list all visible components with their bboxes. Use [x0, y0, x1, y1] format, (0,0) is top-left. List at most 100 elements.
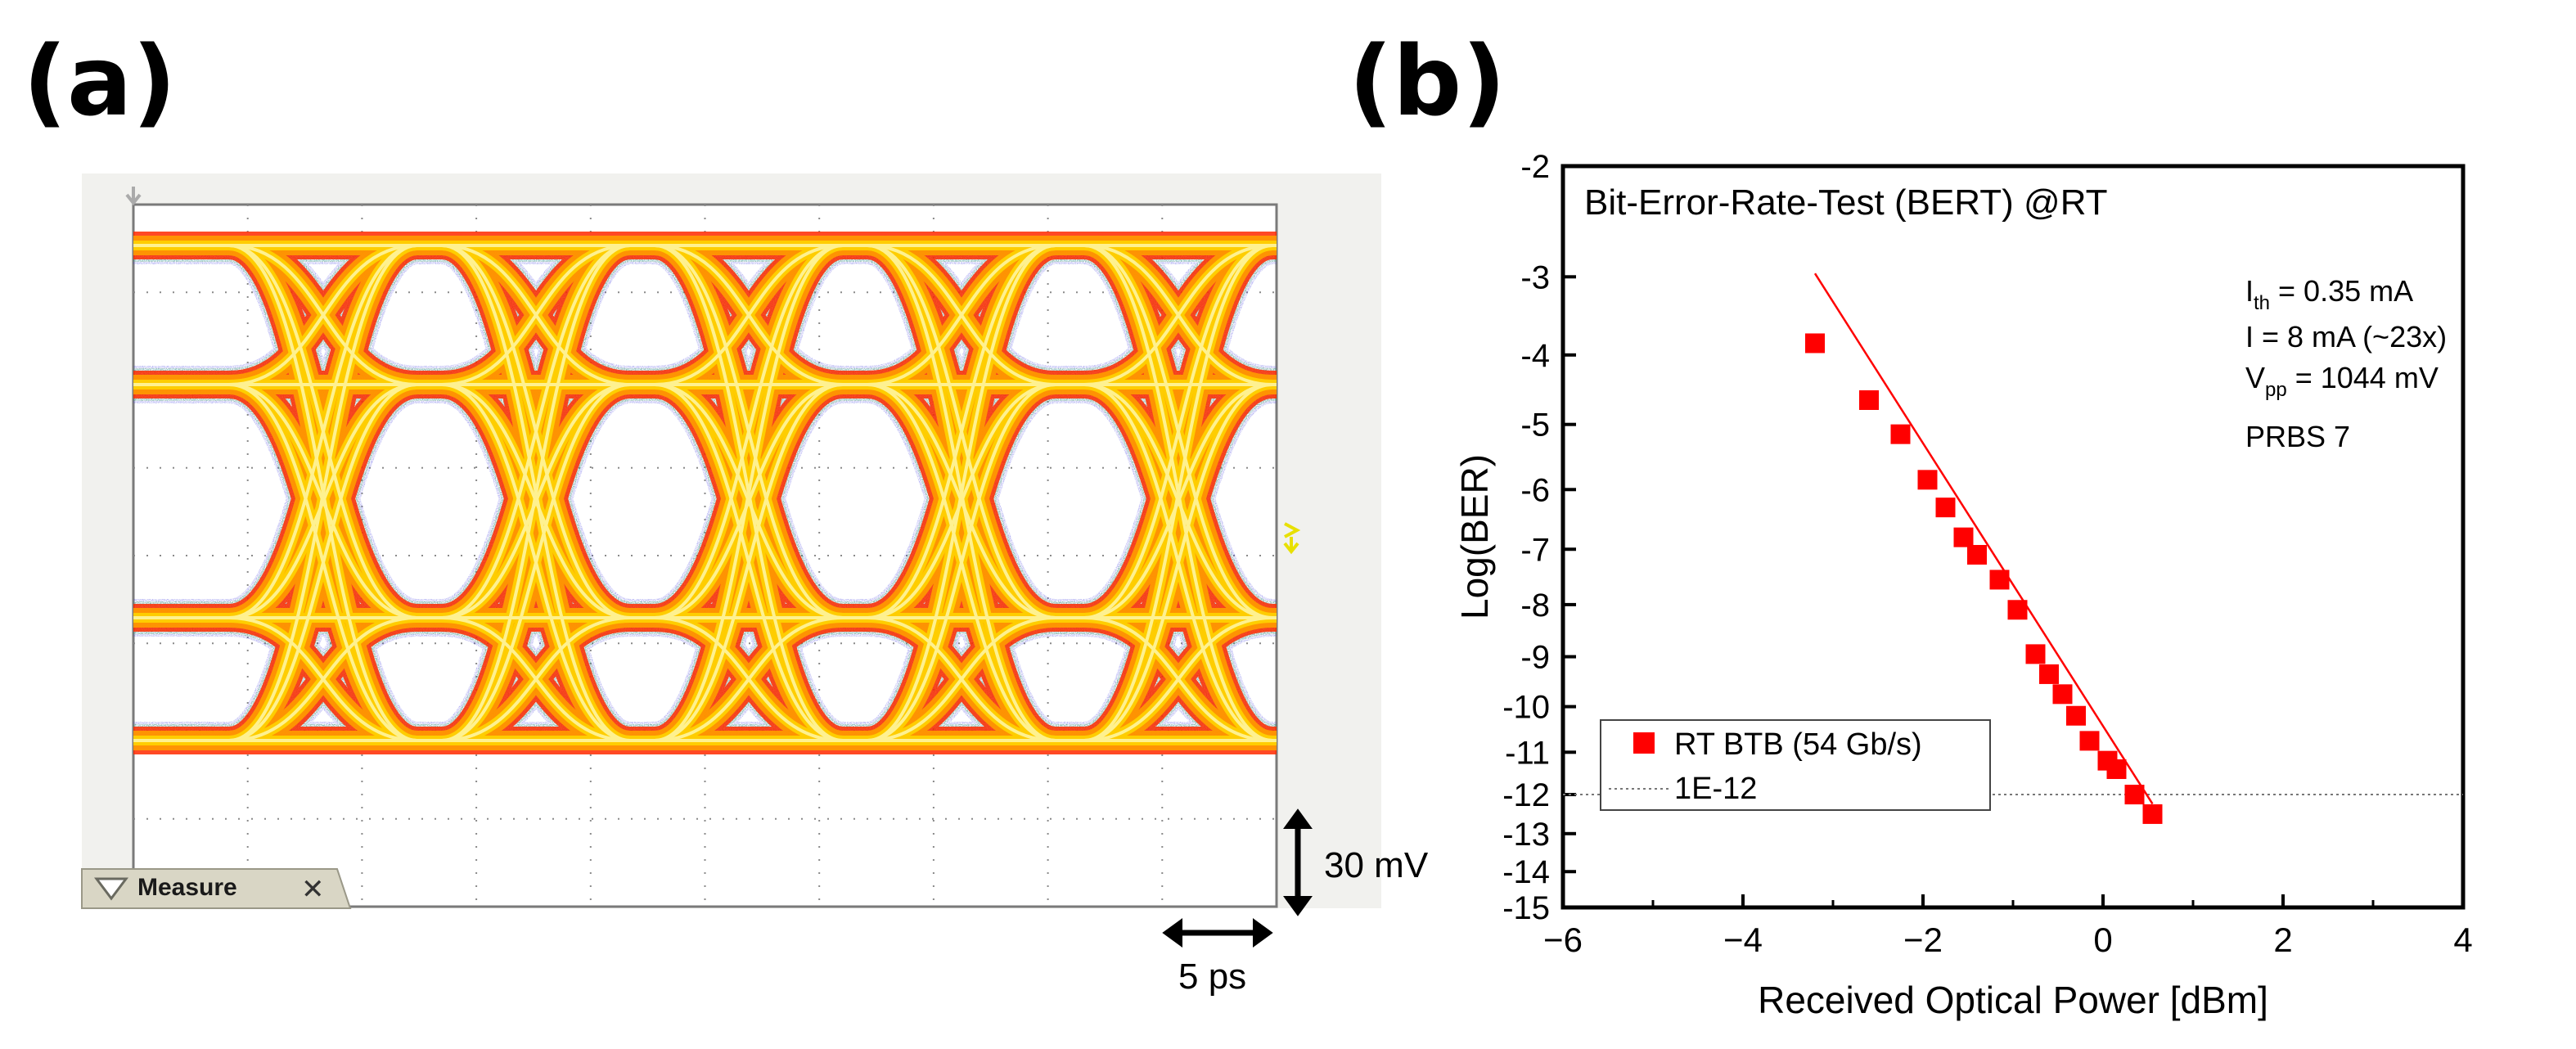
eye-trace [227, 383, 444, 742]
current-annotation: I = 8 mA (~23x) [2245, 320, 2447, 353]
eye-trace [1083, 383, 1277, 742]
legend: RT BTB (54 Gb/s) 1E-12 [1600, 719, 1991, 811]
y-tick-label: -15 [1502, 890, 1550, 926]
trigger-marker-icon [1283, 522, 1301, 555]
data-point [1917, 470, 1938, 490]
y-tick-label: -11 [1505, 735, 1550, 771]
eye-trace [866, 383, 1086, 619]
data-point [2039, 664, 2059, 684]
eye-trace [653, 244, 869, 619]
y-tick-label: -8 [1520, 588, 1550, 624]
legend-series-label: RT BTB (54 Gb/s) [1674, 727, 1922, 762]
eye-trace [440, 383, 656, 742]
top-marker-icon [125, 187, 142, 206]
data-point [1953, 527, 1974, 547]
y-tick-label: -4 [1520, 338, 1550, 374]
close-icon[interactable]: ✕ [301, 874, 325, 905]
eye-trace [1083, 244, 1277, 742]
eye-trace [440, 383, 656, 742]
data-point [2142, 804, 2163, 824]
x-tick-label: 2 [2273, 921, 2292, 959]
measure-tab[interactable]: Measure ✕ [81, 868, 352, 909]
eye-trace [1083, 383, 1277, 742]
time-scale-arrow [1162, 918, 1273, 948]
x-tick-label: −2 [1903, 921, 1943, 959]
data-point [2124, 785, 2145, 805]
data-point [1890, 424, 1911, 444]
eye-trace [653, 244, 869, 386]
eye-trace [653, 616, 869, 742]
eye-trace [866, 244, 1086, 742]
data-point [1989, 570, 2010, 590]
eye-trace [227, 244, 444, 619]
eye-trace [440, 244, 656, 386]
x-tick-label: −4 [1723, 921, 1763, 959]
time-scale-label: 5 ps [1178, 957, 1246, 997]
prbs-annotation: PRBS 7 [2245, 420, 2350, 453]
eye-trace [227, 383, 444, 619]
fit-line [1813, 272, 2154, 805]
ith-annotation: Ith = 0.35 mA [2245, 274, 2413, 314]
eye-trace [866, 383, 1086, 619]
eye-trace [1083, 244, 1277, 386]
data-point [2106, 759, 2127, 780]
data-point [1935, 497, 1956, 518]
eye-trace [653, 244, 869, 386]
eye-trace [227, 244, 444, 742]
panel-b-label: (b) [1349, 25, 1506, 137]
eye-traces [133, 227, 1277, 759]
data-point [2052, 684, 2073, 705]
eye-diagram-panel: Measure ✕ 30 mV 5 ps [81, 173, 1429, 997]
eye-trace [440, 383, 656, 619]
eye-trace-layer [133, 244, 1277, 742]
eye-trace [1083, 244, 1277, 386]
eye-trace [1083, 244, 1277, 619]
x-axis-label: Received Optical Power [dBm] [1758, 979, 2268, 1021]
eye-trace [227, 244, 444, 619]
y-tick-label: -7 [1520, 532, 1550, 568]
y-tick-label: -10 [1502, 690, 1550, 726]
eye-trace [653, 383, 869, 619]
chevron-down-icon[interactable] [94, 877, 128, 901]
legend-threshold-label: 1E-12 [1674, 772, 1757, 806]
eye-trace [866, 244, 1086, 619]
legend-square-icon [1633, 732, 1655, 754]
eye-trace [653, 244, 869, 619]
y-tick-label: -12 [1502, 777, 1550, 813]
eye-trace [866, 383, 1086, 742]
vpp-annotation: Vpp = 1044 mV [2245, 361, 2439, 401]
voltage-scale-label: 30 mV [1324, 845, 1429, 885]
eye-trace [1083, 616, 1277, 742]
eye-trace [440, 244, 656, 619]
eye-trace [653, 383, 869, 619]
eye-trace [440, 244, 656, 619]
eye-trace [653, 383, 869, 742]
eye-trace [866, 244, 1086, 386]
eye-trace [1083, 616, 1277, 742]
eye-trace [440, 244, 656, 742]
y-tick-label: -9 [1520, 640, 1550, 676]
eye-trace [440, 616, 656, 742]
ber-chart: −6 −4 −2 0 2 4 -15-14-13 -12 -11 -10 -9 -8 -7 -6 -5 -4 -… [1453, 149, 2473, 1021]
voltage-scale-arrow [1283, 808, 1313, 916]
panel-a-label: (a) [23, 25, 177, 137]
axes: −6 −4 −2 0 2 4 -15-14-13 -12 -11 -10 -9 -8 -7 -6 -5 -4 -… [1502, 149, 2472, 959]
data-point [2079, 731, 2100, 751]
data-point [1859, 389, 1879, 410]
y-tick-label: -3 [1520, 259, 1550, 295]
eye-trace [1083, 383, 1277, 619]
x-tick-label: −6 [1543, 921, 1583, 959]
eye-trace [866, 244, 1086, 386]
y-tick-label: -2 [1520, 149, 1550, 185]
y-tick-label: -6 [1520, 472, 1550, 508]
eye-trace [227, 244, 444, 386]
y-tick-label: -13 [1502, 817, 1550, 853]
eye-trace [653, 244, 869, 742]
measure-label: Measure [137, 874, 237, 901]
eye-trace [1083, 244, 1277, 619]
eye-trace [227, 616, 444, 742]
eye-trace [227, 616, 444, 742]
x-tick-label: 4 [2453, 921, 2472, 959]
data-point [1805, 333, 1825, 353]
y-axis-label: Log(BER) [1453, 454, 1496, 619]
